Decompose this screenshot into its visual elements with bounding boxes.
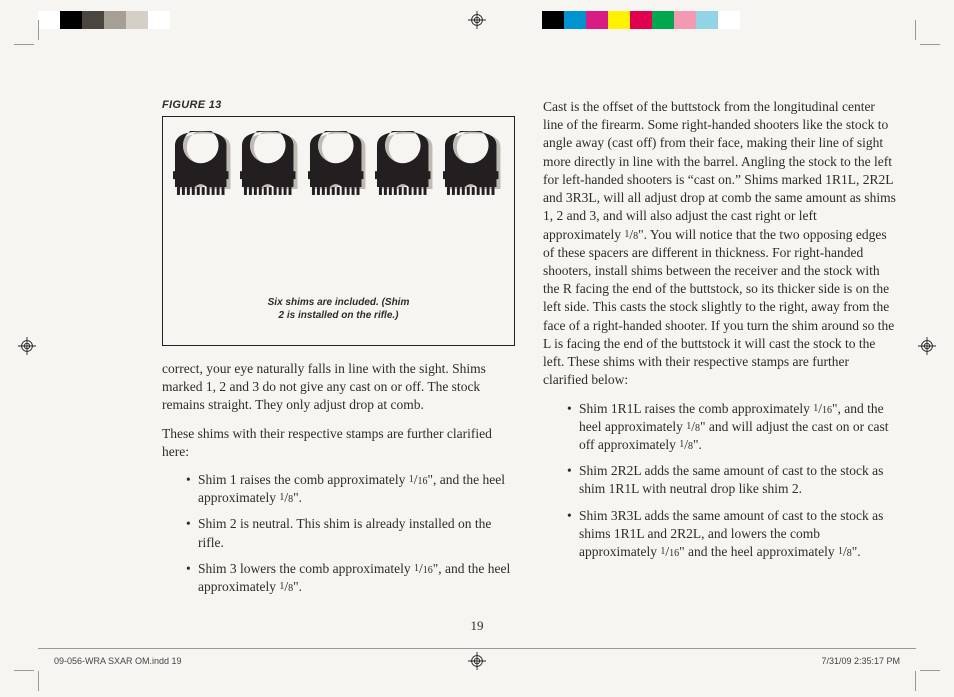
color-swatch — [126, 11, 148, 29]
color-swatch — [60, 11, 82, 29]
figure-caption-line: 2 is installed on the rifle.) — [278, 310, 398, 321]
crop-mark — [14, 670, 34, 671]
crop-mark — [915, 671, 916, 691]
crop-mark — [38, 671, 39, 691]
color-swatch — [674, 11, 696, 29]
figure-13: Six shims are included. (Shim 2 is insta… — [162, 116, 515, 346]
body-paragraph: correct, your eye naturally falls in lin… — [162, 360, 515, 415]
color-swatch — [82, 11, 104, 29]
figure-caption: Six shims are included. (Shim 2 is insta… — [163, 296, 514, 323]
list-item: Shim 3R3L adds the same amount of cast t… — [579, 507, 896, 562]
shim-icon — [308, 131, 369, 251]
color-swatch — [586, 11, 608, 29]
color-swatch — [564, 11, 586, 29]
shim-icon — [375, 131, 436, 251]
color-swatch — [718, 11, 740, 29]
page: FIGURE 13 — [0, 0, 954, 697]
shim-icon — [240, 131, 301, 251]
color-swatch — [630, 11, 652, 29]
body-paragraph: These shims with their respective stamps… — [162, 425, 515, 461]
slug-line: 09-056-WRA SXAR OM.indd 19 7/31/09 2:35:… — [54, 655, 900, 667]
figure-label: FIGURE 13 — [162, 98, 515, 113]
color-swatch — [608, 11, 630, 29]
shim-icon — [173, 131, 234, 251]
slug-rule — [38, 648, 916, 649]
bullet-list: Shim 1R1L raises the comb approximately … — [579, 400, 896, 562]
slug-left: 09-056-WRA SXAR OM.indd 19 — [54, 655, 182, 667]
figure-caption-line: Six shims are included. (Shim — [268, 297, 410, 308]
shim-icon — [443, 131, 504, 251]
registration-mark-icon — [18, 337, 36, 355]
list-item: Shim 2R2L adds the same amount of cast t… — [579, 462, 896, 498]
list-item: Shim 3 lowers the comb approximately 1/1… — [198, 560, 515, 596]
crop-mark — [14, 44, 34, 45]
slug-right: 7/31/09 2:35:17 PM — [821, 655, 900, 667]
registration-mark-icon — [468, 11, 486, 29]
list-item: Shim 2 is neutral. This shim is already … — [198, 515, 515, 551]
body-paragraph: Cast is the offset of the buttstock from… — [543, 98, 896, 390]
crop-mark — [920, 44, 940, 45]
registration-mark-icon — [918, 337, 936, 355]
crop-mark — [920, 670, 940, 671]
color-swatch — [696, 11, 718, 29]
color-swatch — [148, 11, 170, 29]
crop-mark — [38, 20, 39, 40]
color-swatch — [542, 11, 564, 29]
content-area: FIGURE 13 — [162, 98, 896, 617]
list-item: Shim 1R1L raises the comb approximately … — [579, 400, 896, 455]
crop-mark — [915, 20, 916, 40]
list-item: Shim 1 raises the comb approximately 1/1… — [198, 471, 515, 507]
color-swatch — [104, 11, 126, 29]
page-number: 19 — [0, 617, 954, 635]
bullet-list: Shim 1 raises the comb approximately 1/1… — [198, 471, 515, 596]
left-column: FIGURE 13 — [162, 98, 515, 617]
right-column: Cast is the offset of the buttstock from… — [543, 98, 896, 617]
color-swatch — [652, 11, 674, 29]
color-swatch — [38, 11, 60, 29]
